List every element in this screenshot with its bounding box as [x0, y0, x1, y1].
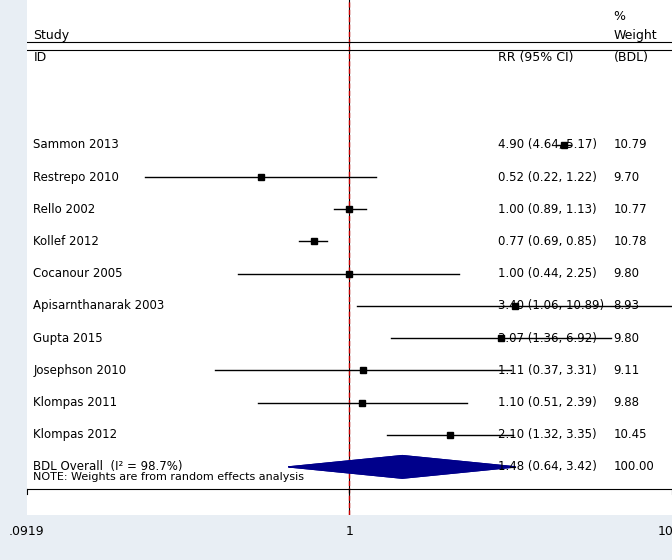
Text: 2.10 (1.32, 3.35): 2.10 (1.32, 3.35) [498, 428, 597, 441]
Text: 9.70: 9.70 [614, 171, 640, 184]
Text: %: % [614, 10, 626, 22]
Polygon shape [289, 456, 515, 478]
Text: Klompas 2012: Klompas 2012 [34, 428, 118, 441]
Text: 9.80: 9.80 [614, 267, 639, 280]
Text: 8.93: 8.93 [614, 300, 639, 312]
Text: Sammon 2013: Sammon 2013 [34, 138, 119, 151]
Text: Klompas 2011: Klompas 2011 [34, 396, 118, 409]
Text: ID: ID [34, 52, 46, 64]
Text: 1.10 (0.51, 2.39): 1.10 (0.51, 2.39) [498, 396, 597, 409]
Text: Study: Study [34, 29, 69, 42]
Text: BDL Overall  (I² = 98.7%): BDL Overall (I² = 98.7%) [34, 460, 183, 473]
Text: 4.90 (4.64, 5.17): 4.90 (4.64, 5.17) [498, 138, 597, 151]
Text: (BDL): (BDL) [614, 52, 648, 64]
Text: NOTE: Weights are from random effects analysis: NOTE: Weights are from random effects an… [34, 472, 304, 482]
Text: 10.79: 10.79 [614, 138, 647, 151]
Text: RR (95% CI): RR (95% CI) [498, 52, 573, 64]
Text: Gupta 2015: Gupta 2015 [34, 332, 103, 344]
Text: 10.45: 10.45 [614, 428, 647, 441]
Text: 3.07 (1.36, 6.92): 3.07 (1.36, 6.92) [498, 332, 597, 344]
Text: Josephson 2010: Josephson 2010 [34, 364, 126, 377]
Text: 3.40 (1.06, 10.89): 3.40 (1.06, 10.89) [498, 300, 604, 312]
Text: Restrepo 2010: Restrepo 2010 [34, 171, 119, 184]
Text: Weight: Weight [614, 29, 657, 42]
Text: 100.00: 100.00 [614, 460, 654, 473]
Text: 9.80: 9.80 [614, 332, 639, 344]
Text: 1.48 (0.64, 3.42): 1.48 (0.64, 3.42) [498, 460, 597, 473]
Text: Rello 2002: Rello 2002 [34, 203, 95, 216]
Text: 10.78: 10.78 [614, 235, 647, 248]
Text: 0.77 (0.69, 0.85): 0.77 (0.69, 0.85) [498, 235, 597, 248]
Text: 9.11: 9.11 [614, 364, 640, 377]
Text: Kollef 2012: Kollef 2012 [34, 235, 99, 248]
Text: Apisarnthanarak 2003: Apisarnthanarak 2003 [34, 300, 165, 312]
Text: 10.77: 10.77 [614, 203, 647, 216]
Text: 1.00 (0.44, 2.25): 1.00 (0.44, 2.25) [498, 267, 597, 280]
Text: 9.88: 9.88 [614, 396, 639, 409]
Text: 1.11 (0.37, 3.31): 1.11 (0.37, 3.31) [498, 364, 597, 377]
Text: 0.52 (0.22, 1.22): 0.52 (0.22, 1.22) [498, 171, 597, 184]
Text: Cocanour 2005: Cocanour 2005 [34, 267, 123, 280]
Text: 1.00 (0.89, 1.13): 1.00 (0.89, 1.13) [498, 203, 597, 216]
